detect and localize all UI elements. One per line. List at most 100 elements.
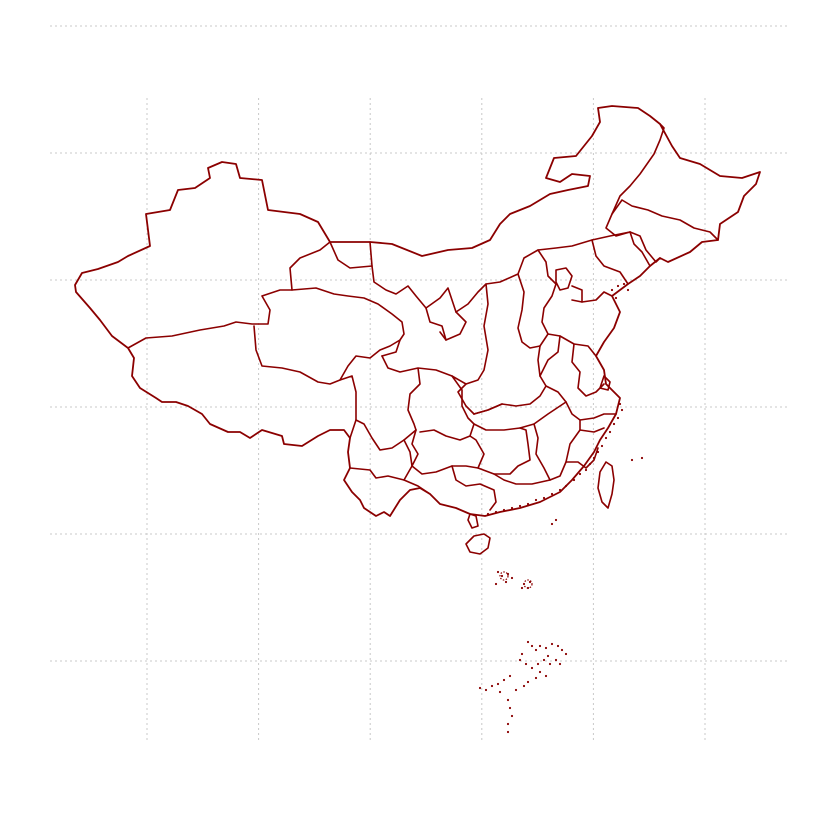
islet-75 bbox=[506, 698, 510, 702]
jiangsu-anhui-boundary bbox=[539, 335, 605, 397]
islet-31 bbox=[554, 518, 558, 522]
islet-64 bbox=[534, 676, 538, 680]
islet-4 bbox=[614, 296, 618, 300]
islet-33 bbox=[496, 570, 500, 574]
guizhou-boundary bbox=[411, 429, 485, 475]
islet-32 bbox=[550, 522, 554, 526]
islet-50 bbox=[560, 648, 564, 652]
islet-38 bbox=[504, 580, 508, 584]
islet-63 bbox=[544, 674, 548, 678]
island-features bbox=[465, 461, 615, 555]
islet-37 bbox=[494, 582, 498, 586]
xinjiang-tibet-boundary bbox=[127, 241, 331, 349]
islet-43 bbox=[526, 640, 530, 644]
islet-59 bbox=[518, 658, 522, 662]
gansu-boundary bbox=[291, 287, 405, 357]
islet-49 bbox=[556, 644, 560, 648]
islet-14 bbox=[588, 462, 592, 466]
yunnan-boundary bbox=[349, 419, 413, 481]
shanghai-boundary bbox=[599, 375, 611, 391]
islet-21 bbox=[542, 496, 546, 500]
islet-16 bbox=[578, 472, 582, 476]
islet-61 bbox=[530, 666, 534, 670]
hainan-island bbox=[465, 533, 491, 555]
islet-24 bbox=[518, 504, 522, 508]
islet-47 bbox=[544, 646, 548, 650]
islet-42 bbox=[520, 586, 524, 590]
islet-13 bbox=[592, 456, 596, 460]
islet-10 bbox=[604, 436, 608, 440]
islet-cluster-0 bbox=[499, 571, 509, 581]
islet-1 bbox=[616, 284, 620, 288]
guangxi-guangdong-boundary bbox=[403, 465, 551, 511]
islet-46 bbox=[538, 644, 542, 648]
islet-36 bbox=[510, 576, 514, 580]
islet-56 bbox=[554, 658, 558, 662]
islet-19 bbox=[558, 488, 562, 492]
hunan-boundary bbox=[477, 427, 531, 475]
islet-54 bbox=[536, 662, 540, 666]
beijing-tianjin-boundary bbox=[555, 267, 583, 303]
taiwan-island bbox=[597, 461, 615, 509]
islet-53 bbox=[542, 658, 546, 662]
islet-7 bbox=[616, 416, 620, 420]
islet-77 bbox=[510, 714, 514, 718]
chongqing-boundary bbox=[419, 375, 475, 441]
islet-22 bbox=[534, 498, 538, 502]
islet-26 bbox=[502, 508, 506, 512]
islet-28 bbox=[486, 512, 490, 516]
islet-71 bbox=[490, 684, 494, 688]
islet-0 bbox=[610, 288, 614, 292]
islet-25 bbox=[510, 506, 514, 510]
islet-15 bbox=[584, 468, 588, 472]
zhejiang-fujian-boundary bbox=[565, 427, 605, 469]
islet-23 bbox=[526, 502, 530, 506]
islet-5 bbox=[618, 402, 622, 406]
islet-72 bbox=[484, 688, 488, 692]
islet-65 bbox=[526, 680, 530, 684]
islet-45 bbox=[534, 648, 538, 652]
islet-6 bbox=[620, 408, 624, 412]
islet-67 bbox=[514, 688, 518, 692]
hebei-boundary bbox=[537, 249, 557, 347]
islet-79 bbox=[506, 730, 510, 734]
islet-30 bbox=[640, 456, 644, 460]
islet-76 bbox=[508, 706, 512, 710]
islet-52 bbox=[546, 654, 550, 658]
islet-18 bbox=[564, 484, 568, 488]
islet-29 bbox=[630, 458, 634, 462]
islet-60 bbox=[524, 662, 528, 666]
islet-34 bbox=[500, 574, 504, 578]
ningxia-boundary bbox=[425, 287, 467, 341]
henan-boundary bbox=[473, 345, 547, 415]
graticule-grid bbox=[50, 25, 790, 742]
islet-69 bbox=[502, 678, 506, 682]
qinghai-tibet-boundary bbox=[253, 325, 401, 385]
shanxi-boundary bbox=[517, 273, 541, 349]
islet-70 bbox=[496, 682, 500, 686]
islet-73 bbox=[478, 686, 482, 690]
islet-66 bbox=[522, 684, 526, 688]
islet-17 bbox=[572, 478, 576, 482]
islet-9 bbox=[608, 430, 612, 434]
islet-55 bbox=[548, 662, 552, 666]
islet-27 bbox=[494, 510, 498, 514]
islet-2 bbox=[622, 282, 626, 286]
anhui-boundary bbox=[545, 385, 617, 421]
islet-74 bbox=[498, 690, 502, 694]
south-china-sea-islets bbox=[478, 282, 644, 734]
heilongjiang-inner-mongolia-boundary bbox=[605, 123, 665, 237]
sichuan-chongqing-boundary bbox=[381, 355, 467, 431]
islet-51 bbox=[564, 652, 568, 656]
gansu-ningxia-boundary bbox=[329, 241, 447, 341]
islet-78 bbox=[506, 722, 510, 726]
jiangxi-boundary bbox=[533, 419, 581, 481]
province-boundaries bbox=[127, 123, 719, 511]
islet-44 bbox=[530, 644, 534, 648]
islet-48 bbox=[550, 642, 554, 646]
islet-57 bbox=[558, 662, 562, 666]
tibet-sichuan-yunnan-boundary bbox=[339, 375, 417, 451]
leizhou-peninsula-tip bbox=[467, 513, 479, 529]
islet-3 bbox=[626, 288, 630, 292]
